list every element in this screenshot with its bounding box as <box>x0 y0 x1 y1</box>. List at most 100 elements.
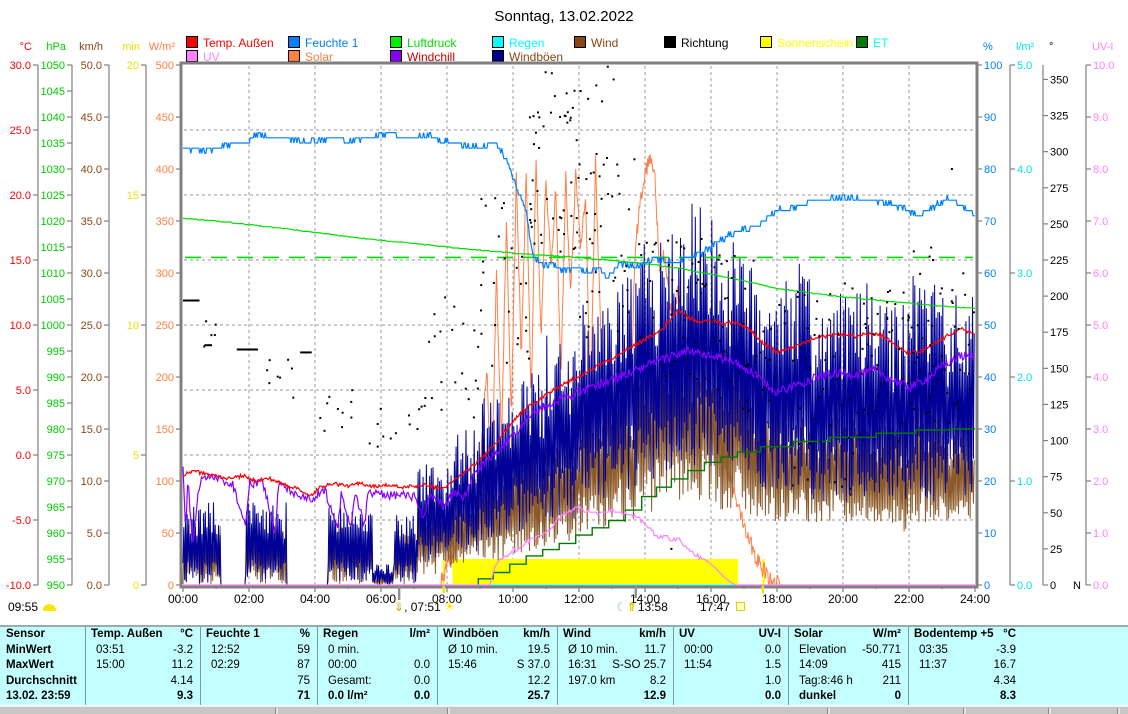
svg-text:50: 50 <box>984 320 996 332</box>
svg-text:l/m²: l/m² <box>1016 41 1035 53</box>
stats-cell-value: 11.7 <box>644 643 666 656</box>
stats-cell: 0 min. <box>318 643 437 659</box>
stats-cell: 16:31 S-SO 25.7 <box>558 658 673 674</box>
svg-text:225: 225 <box>1050 255 1068 267</box>
stats-cell-label: 00:00 <box>684 643 713 656</box>
legend-item-uv: UV <box>186 50 220 64</box>
svg-text:35.0: 35.0 <box>81 216 102 228</box>
svg-text:300: 300 <box>156 268 174 280</box>
stats-column-bodentemp-5: Bodentemp +5 °C 03:35 -3.9 11:37 16.7 4.34 8.3 <box>908 627 1128 705</box>
stats-column-name: Regen <box>323 628 359 640</box>
svg-text:500: 500 <box>156 60 174 72</box>
stats-cell-value: 4.34 <box>993 674 1016 687</box>
stats-cell: 4.34 <box>909 674 1128 690</box>
stats-cell-value: 0.0 <box>414 674 430 687</box>
stats-cell-label: 11:54 <box>684 659 712 672</box>
svg-text:350: 350 <box>156 216 174 228</box>
svg-text:975: 975 <box>47 450 65 462</box>
svg-text:0: 0 <box>168 580 174 592</box>
stats-cell-label: 197.0 km <box>568 674 616 687</box>
svg-text:04:00: 04:00 <box>300 592 330 606</box>
stats-column-unit: km/h <box>639 628 666 640</box>
svg-text:hPa: hPa <box>46 41 66 53</box>
svg-text:9.0: 9.0 <box>1093 112 1108 124</box>
moon-crescent-icon: ☾ <box>616 600 627 614</box>
stats-cell: 4.14 <box>86 674 200 690</box>
stats-cell: 25.7 <box>438 689 557 705</box>
svg-text:10.0: 10.0 <box>10 320 31 332</box>
svg-text:950: 950 <box>47 580 65 592</box>
svg-text:0.0: 0.0 <box>87 580 102 592</box>
svg-text:1000: 1000 <box>41 320 65 332</box>
svg-text:80: 80 <box>984 164 996 176</box>
legend-label: UV <box>203 50 220 64</box>
stats-cell-value: 75 <box>297 674 310 687</box>
legend-item-regen: Regen <box>492 36 544 50</box>
svg-text:N: N <box>1073 580 1081 592</box>
svg-text:980: 980 <box>47 424 65 436</box>
svg-text:250: 250 <box>1050 219 1068 231</box>
svg-text:20.0: 20.0 <box>10 190 31 202</box>
stats-cell: Elevation -50.771 <box>789 643 908 659</box>
stats-cell-value: 211 <box>882 674 901 687</box>
sunrise-annotation: ⇓, 07:51 ☀ <box>394 599 456 615</box>
stats-column-unit: l/m² <box>409 628 430 640</box>
svg-text:°C: °C <box>20 41 32 53</box>
svg-text:1040: 1040 <box>41 112 65 124</box>
svg-text:970: 970 <box>47 476 65 488</box>
svg-text:22:00: 22:00 <box>894 592 924 606</box>
stats-cell-label: dunkel <box>799 690 837 703</box>
stats-cell-value: 11.2 <box>171 659 193 672</box>
svg-text:450: 450 <box>156 112 174 124</box>
stats-column-regen: Regen l/m² 0 min. 00:00 0.0 Gesamt: 0.0 0.0 l/m… <box>317 627 437 705</box>
moonset-icon <box>43 604 57 611</box>
stats-cell-label: 0.0 l/m² <box>328 690 368 703</box>
stats-cell-label: 02:29 <box>211 659 240 672</box>
svg-text:20: 20 <box>984 476 996 488</box>
stats-cell-value: 9.3 <box>177 690 193 703</box>
stats-column-sensor: Sensor MinWert MaxWert Durchschnitt 13.02. 2… <box>0 627 85 705</box>
svg-text:100: 100 <box>1050 436 1068 448</box>
stats-cell-label: 0 min. <box>328 643 360 656</box>
svg-text:8.0: 8.0 <box>1093 164 1108 176</box>
legend-item-windchill: Windchill <box>390 50 455 64</box>
stats-column-name: UV <box>679 628 695 640</box>
stats-column-feuchte-1: Feuchte 1% 12:52 59 02:29 87 75 71 <box>200 627 317 705</box>
svg-text:06:00: 06:00 <box>366 592 396 606</box>
stats-cell-label: 12:52 <box>211 643 240 656</box>
sunrise-sun-icon: ☀ <box>443 599 456 614</box>
legend-label: Temp. Außen <box>203 36 274 50</box>
svg-text:200: 200 <box>156 372 174 384</box>
legend-swatch <box>186 36 198 48</box>
stats-cell: 12.2 <box>438 674 557 690</box>
stats-column-wind: Wind km/h Ø 10 min. 11.7 16:31 S-SO 25.7 197.0… <box>557 627 673 705</box>
sunset-square-icon <box>736 602 746 611</box>
svg-text:50.0: 50.0 <box>81 60 102 72</box>
moon-arrow-down-icon: ⇓ <box>394 600 405 614</box>
svg-text:175: 175 <box>1050 327 1068 339</box>
stats-cell: 9.3 <box>86 689 200 705</box>
svg-text:0.0: 0.0 <box>16 450 31 462</box>
svg-text:0: 0 <box>984 580 990 592</box>
stats-column-name: Wind <box>563 628 591 640</box>
svg-text:1025: 1025 <box>41 190 65 202</box>
svg-text:25.0: 25.0 <box>81 320 102 332</box>
svg-text:100: 100 <box>984 60 1002 72</box>
status-bar-separator <box>827 708 830 714</box>
stats-cell: 12:52 59 <box>201 643 317 659</box>
svg-text:965: 965 <box>47 502 65 514</box>
svg-text:350: 350 <box>1050 74 1068 86</box>
svg-text:10.0: 10.0 <box>81 476 102 488</box>
svg-text:3.0: 3.0 <box>1093 424 1108 436</box>
stats-cell-label: Ø 10 min. <box>448 643 498 656</box>
legend-label: ET <box>873 36 889 50</box>
legend-item-sonnenschein: Sonnenschein <box>760 36 853 50</box>
stats-column-name: Bodentemp +5 <box>914 628 994 640</box>
stats-cell-label: 15:00 <box>96 659 125 672</box>
stats-column-unit: W/m² <box>872 628 901 640</box>
svg-text:10.0: 10.0 <box>1093 60 1114 72</box>
status-bar <box>0 706 1128 714</box>
svg-text:3.0: 3.0 <box>1017 268 1032 280</box>
sunset-annotation: 17:47 <box>700 600 746 614</box>
legend-label: Feuchte 1 <box>305 36 359 50</box>
